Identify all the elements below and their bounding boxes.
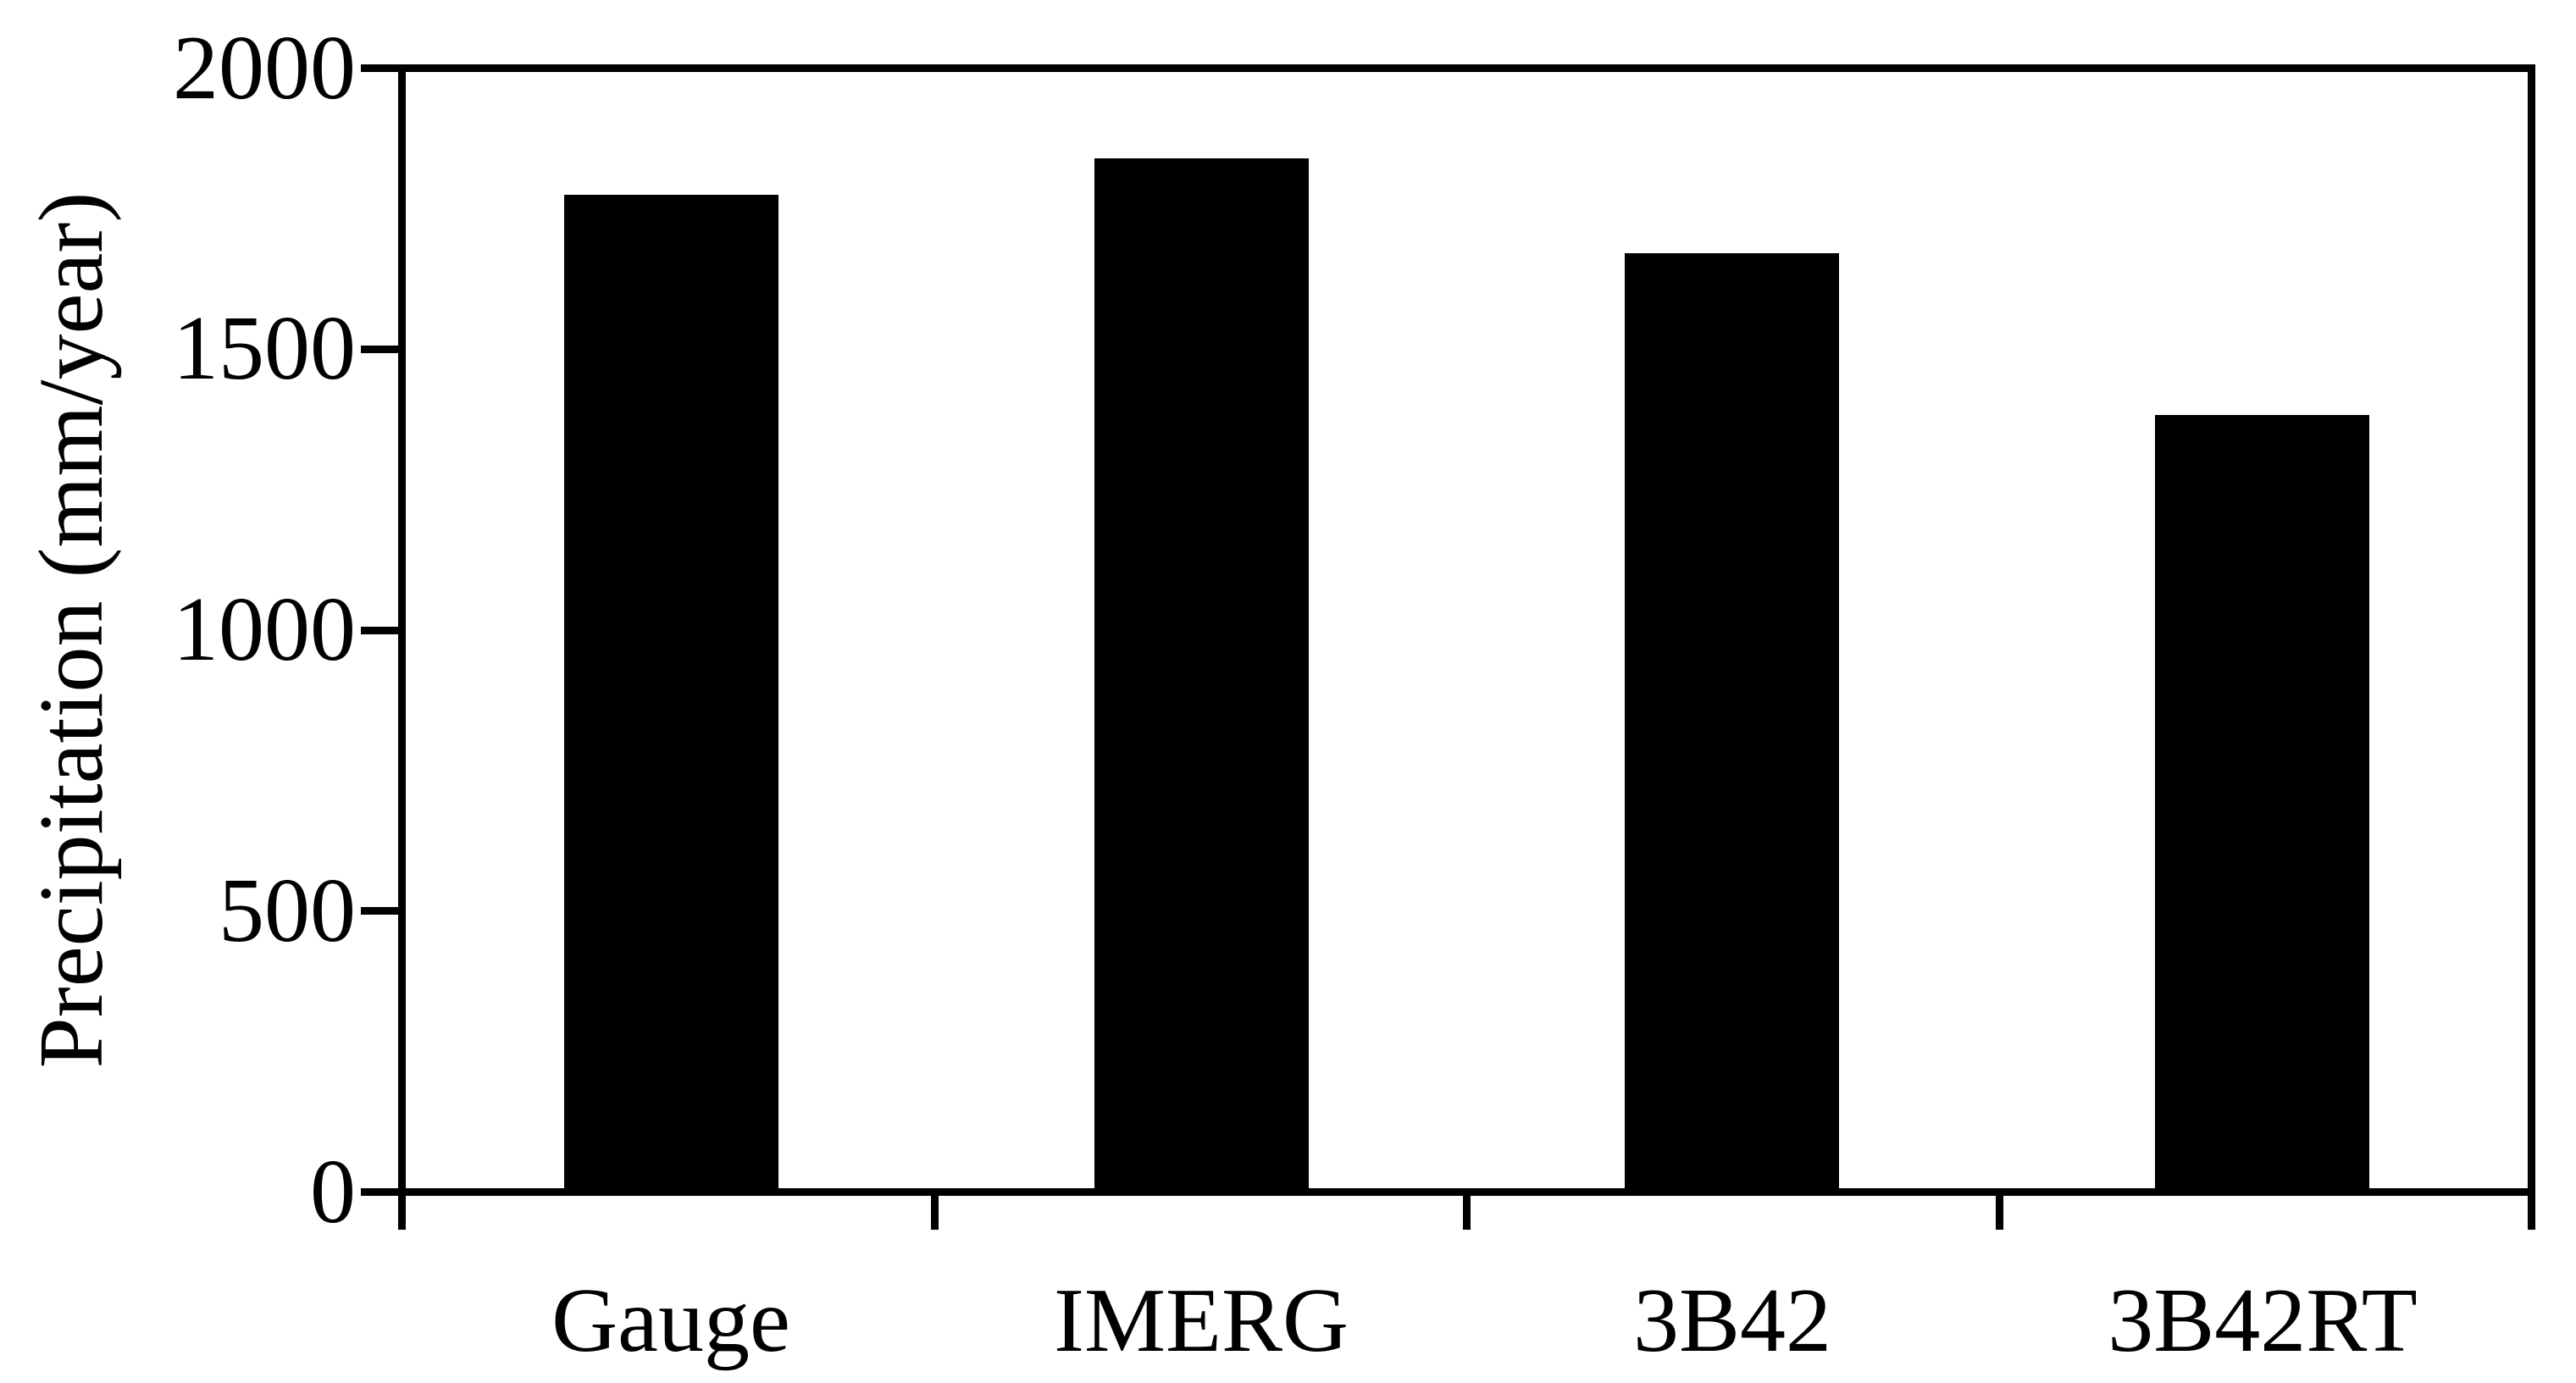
bar-3b42 bbox=[1625, 253, 1839, 1188]
x-axis-tick bbox=[398, 1196, 406, 1230]
y-axis-tick bbox=[361, 907, 398, 915]
bar-3b42rt bbox=[2155, 415, 2369, 1188]
y-tick-label: 1000 bbox=[173, 579, 356, 680]
bar-gauge bbox=[564, 195, 778, 1188]
y-axis-tick bbox=[361, 346, 398, 353]
x-category-label-gauge: Gauge bbox=[551, 1270, 790, 1371]
bar-imerg bbox=[1094, 158, 1309, 1188]
y-axis-tick bbox=[361, 627, 398, 634]
x-category-label-3b42: 3B42 bbox=[1632, 1270, 1832, 1371]
x-category-label-imerg: IMERG bbox=[1054, 1270, 1349, 1371]
plot-area bbox=[398, 64, 2535, 1196]
y-tick-label: 1500 bbox=[173, 298, 356, 399]
x-axis-tick bbox=[1996, 1196, 2003, 1230]
x-category-label-3b42rt: 3B42RT bbox=[2108, 1270, 2418, 1371]
y-axis-tick bbox=[361, 64, 398, 72]
x-axis-tick bbox=[2528, 1196, 2535, 1230]
y-tick-label: 2000 bbox=[173, 18, 356, 119]
x-axis-tick bbox=[931, 1196, 939, 1230]
x-axis-tick bbox=[1463, 1196, 1471, 1230]
y-axis-tick bbox=[361, 1188, 398, 1196]
y-tick-label: 0 bbox=[310, 1142, 356, 1242]
y-tick-label: 500 bbox=[219, 860, 356, 961]
